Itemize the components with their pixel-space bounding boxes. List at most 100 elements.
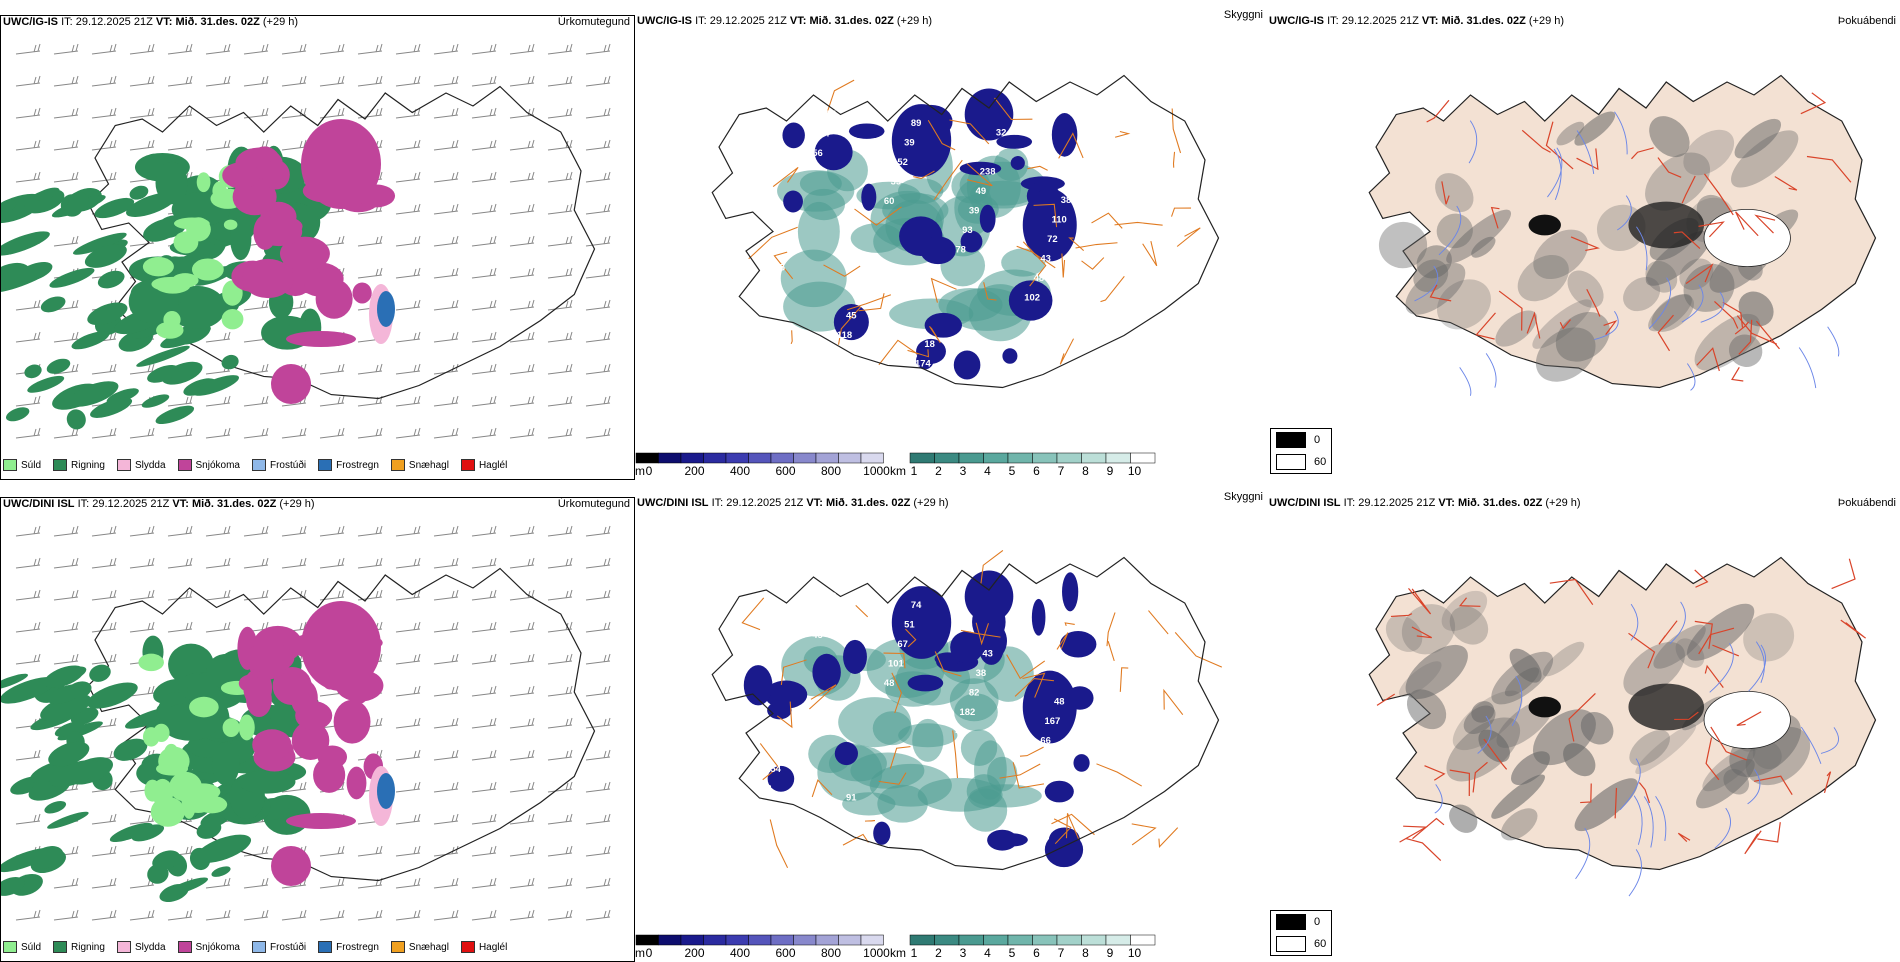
precip-map [1,525,611,921]
legend-swatch [318,941,333,953]
fog-legend-swatch [1276,914,1306,930]
snow-depth-scale [635,452,884,464]
panel-header: UWC/DINI ISL IT: 29.12.2025 21Z VT: Mið.… [3,498,315,510]
legend-swatch [318,459,333,471]
legend-swatch [53,459,68,471]
lead-time: (+29 h) [913,497,949,509]
coastline [711,74,1220,389]
snow-depth-tick: 1000 [863,946,890,960]
fog-land [1368,556,1877,871]
fog-legend-row: 60 [1271,451,1331,473]
snow-depth-label: 102 [1024,293,1040,303]
snow-depth-label: 93 [962,225,973,235]
legend-label: Frostúði [269,941,307,953]
init-label: IT: [77,498,90,510]
legend-label: Slydda [134,459,166,471]
precip-legend: Súld Rigning Slydda Snjókoma Frostúði Frostre… [3,459,507,471]
init-label: IT: [1343,497,1356,509]
visibility-tick: 3 [959,946,967,960]
snow-depth-label: 48 [1054,697,1065,707]
visibility-tick: 2 [935,946,942,960]
snow-depth-label: 32 [996,127,1007,137]
legend-label: Snæhagl [408,941,449,953]
snow-depth-label: 55 [833,350,844,360]
visibility-tick: 1 [910,946,918,960]
visibility-unit: km [890,946,906,960]
legend-item: Snæhagl [390,941,449,953]
fog-indicator-panel: UWC/DINI ISL IT: 29.12.2025 21Z VT: Mið.… [1267,497,1900,962]
valid-time: Mið. 31.des. 02Z [1457,497,1543,509]
init-time: 29.12.2025 21Z [709,15,787,27]
fog-roads [1426,92,1852,382]
snow-depth-label: 91 [846,793,857,803]
snow-depth-tick: 400 [729,464,751,478]
snow-depth-label: 238 [980,166,996,176]
snow-depth-label: 60 [884,196,895,206]
road-network [741,550,1223,869]
precip-areas [1,601,395,903]
snow-depth-label: 154 [765,764,782,774]
legend-item: Snæhagl [390,459,449,471]
visibility-tick: 7 [1057,464,1065,478]
valid-time: Mið. 31.des. 02Z [825,497,911,509]
panel-title-fog: Þokuábendi [1837,497,1896,509]
fog-legend-label: 0 [1314,916,1321,928]
snow-depth-label: 84 [819,129,830,139]
snow-depth-label: 174 [915,359,932,369]
snow-depth-label: 49 [976,186,987,196]
legend-item: Snjókoma [177,459,240,471]
init-time: 29.12.2025 21Z [75,16,153,28]
model-name: UWC/DINI ISL [1269,497,1341,509]
legend-label: Súld [21,941,42,953]
fog-legend-label: 60 [1314,456,1327,468]
init-time: 29.12.2025 21Z [726,497,804,509]
snow-depth-label: 18 [924,339,935,349]
legend-label: Súld [21,459,42,471]
legend-item: Frostregn [318,941,379,953]
init-time: 29.12.2025 21Z [1341,15,1419,27]
legend-swatch [251,941,266,953]
visibility-tick: 9 [1106,464,1114,478]
fog-legend-label: 0 [1314,434,1321,446]
snow-depth-label: 48 [884,678,895,688]
snow-depth-label: 48 [1034,273,1045,283]
snow-depth-label: 69 [1034,755,1045,765]
visibility-tick: 6 [1033,464,1040,478]
legend-item: Rigning [53,941,105,953]
legend-item: Slydda [116,941,166,953]
init-time: 29.12.2025 21Z [92,498,170,510]
fog-rivers [1434,601,1839,897]
snow-depth-label: 98 [839,812,850,822]
coastline [87,85,596,400]
snow-depth-label: 118 [837,330,852,340]
valid-label: VT: [1438,497,1455,509]
panel-title-precip: Úrkomutegund [557,498,630,510]
snow-depth-label: 74 [911,600,922,610]
init-time: 29.12.2025 21Z [1358,497,1436,509]
snow-depth-label: 71 [754,803,765,813]
fog-legend-swatch [1276,454,1306,470]
legend-swatch [460,459,475,471]
coastline [711,556,1220,871]
visibility-tick: 10 [1127,464,1142,478]
snow-depth-tick: 600 [775,464,796,478]
visibility-panel: UWC/DINI ISL IT: 29.12.2025 21Z VT: Mið.… [635,491,1267,962]
legend-item: Rigning [53,459,105,471]
precip-type-panel: UWC/DINI ISL IT: 29.12.2025 21Z VT: Mið.… [0,497,635,962]
legend-label: Slydda [134,941,166,953]
fog-legend-label: 60 [1314,938,1327,950]
snow-depth-label: 43 [1027,775,1038,785]
snow-depth-label: 73 [768,282,779,292]
visibility-colorbar: km 1 2 3 4 5 6 7 8 9 10 [890,452,1160,480]
legend-swatch [251,459,266,471]
snow-depth-label: 39 [904,138,915,148]
visibility-map: 81 56 60 78 102 79 84 35 93 48 60 54 52 39 43 370 55 39 49… [711,74,1220,389]
snow-depth-tick: 1000 [863,464,890,478]
fog-legend-row: 60 [1271,933,1331,955]
snow-depth-label: 89 [911,118,922,128]
valid-label: VT: [172,498,189,510]
legend-item: Haglél [460,459,507,471]
visibility-tick: 8 [1082,946,1089,960]
snow-depth-label: 72 [1047,234,1058,244]
panel-header: UWC/IG-IS IT: 29.12.2025 21Z VT: Mið. 31… [3,16,298,28]
